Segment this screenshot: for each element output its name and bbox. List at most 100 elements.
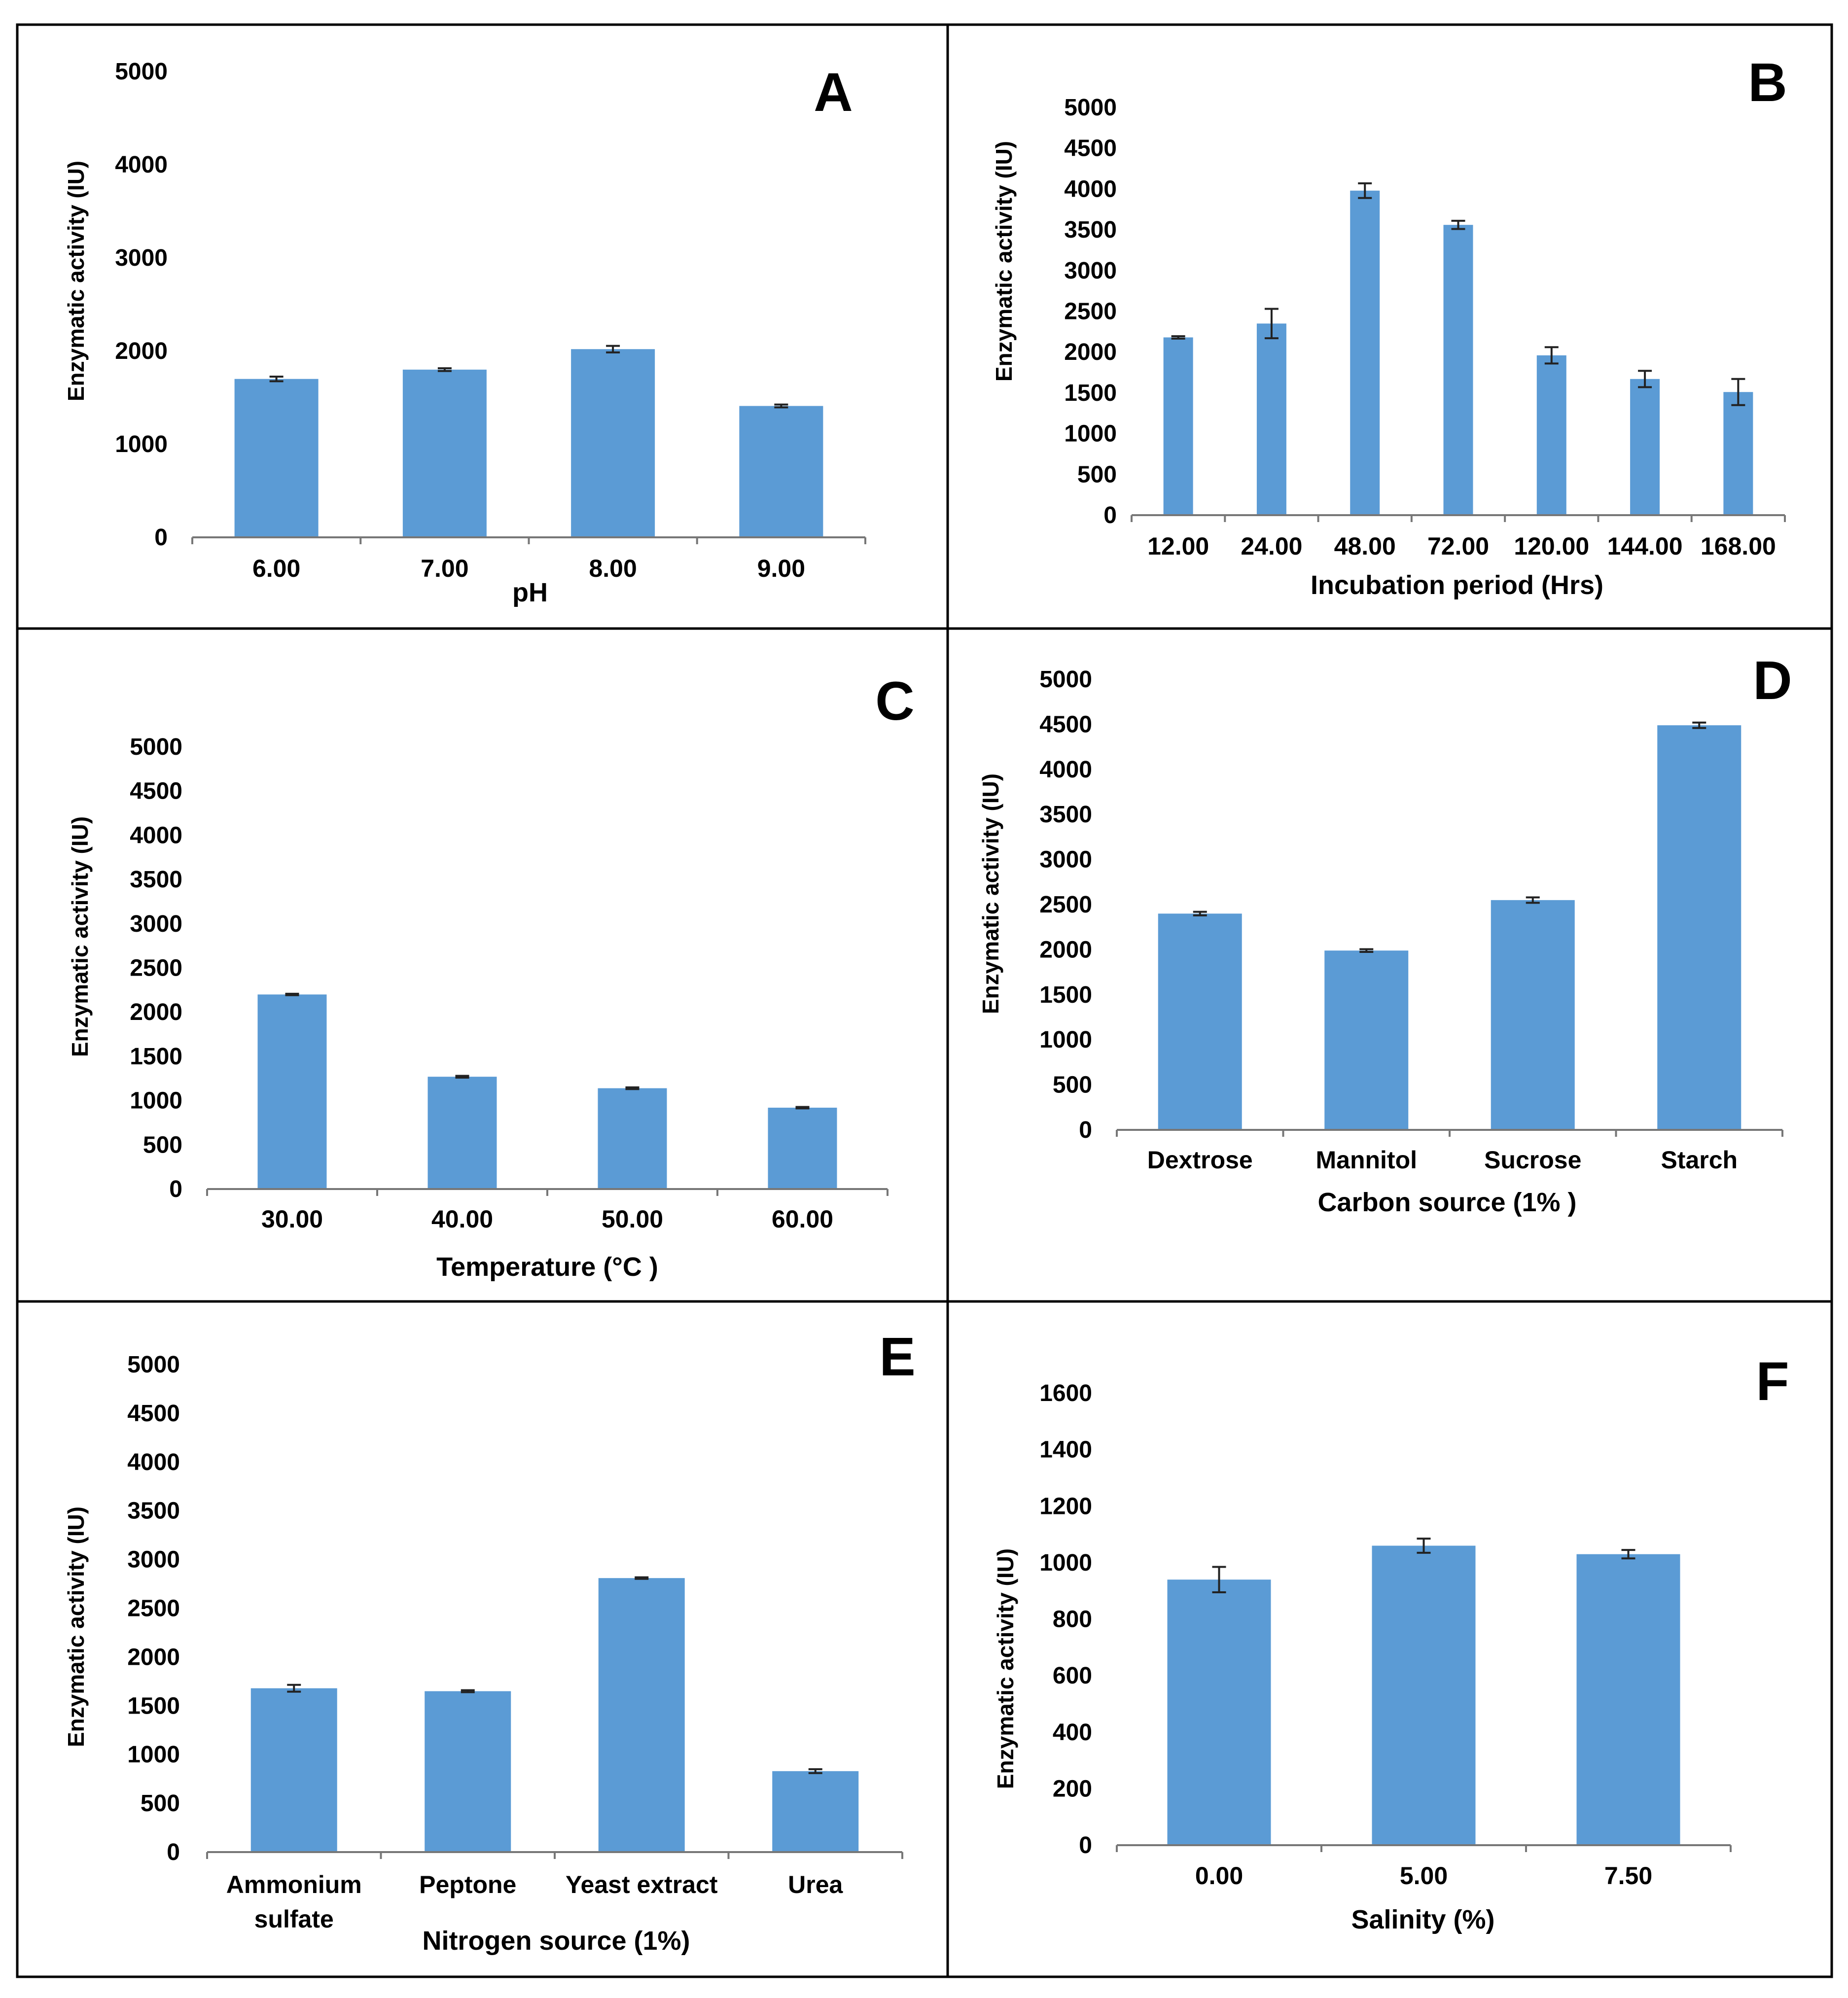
x-axis-title: Incubation period (Hrs) — [1311, 570, 1603, 600]
y-tick-label: 2500 — [127, 1596, 180, 1622]
y-axis-title: Enzymatic activity (IU) — [63, 161, 89, 401]
y-axis-title: Enzymatic activity (IU) — [978, 773, 1003, 1014]
bar — [739, 406, 823, 537]
x-tick-label: 30.00 — [261, 1205, 323, 1233]
y-tick-label: 400 — [1053, 1719, 1092, 1746]
x-axis-title: pH — [512, 578, 548, 607]
y-tick-label: 3000 — [127, 1547, 180, 1573]
y-tick-label: 500 — [1077, 461, 1117, 488]
y-tick-label: 4500 — [1039, 711, 1092, 737]
x-tick-label: 8.00 — [589, 555, 637, 582]
x-axis-title: Salinity (%) — [1351, 1905, 1494, 1934]
x-tick-label: 12.00 — [1147, 532, 1209, 560]
panel-letter: C — [875, 671, 914, 732]
y-tick-label: 1000 — [1064, 421, 1117, 447]
bar — [1163, 337, 1193, 515]
bar — [768, 1107, 837, 1189]
y-axis-title: Enzymatic activity (IU) — [63, 1507, 89, 1747]
panel-letter: D — [1753, 650, 1792, 711]
y-tick-label: 800 — [1053, 1607, 1092, 1633]
y-tick-label: 4500 — [130, 778, 182, 805]
bar — [1723, 392, 1753, 515]
bar — [1158, 913, 1242, 1130]
y-axis-title: Enzymatic activity (IU) — [67, 816, 93, 1057]
x-tick-label: Sucrose — [1484, 1146, 1581, 1174]
x-tick-label: 40.00 — [431, 1205, 493, 1233]
x-tick-label: Mannitol — [1315, 1146, 1417, 1174]
panel-letter: F — [1756, 1351, 1789, 1412]
x-tick-label: 168.00 — [1701, 532, 1776, 560]
chart-b: 0 500 1000 1500 2000 2500 3000 3500 4000 4500 5000… — [991, 52, 1787, 600]
y-tick-label: 2500 — [130, 955, 182, 981]
x-tick-label: Ammonium sulfate — [226, 1871, 362, 1933]
bar — [1657, 725, 1741, 1130]
y-tick-label: 3000 — [1064, 258, 1117, 284]
y-tick-label: 3000 — [130, 911, 182, 937]
figure-frame — [16, 23, 1833, 1978]
x-tick-label: 7.00 — [421, 555, 468, 582]
y-tick-label: 1600 — [1039, 1380, 1092, 1406]
y-tick-label: 5000 — [115, 59, 168, 85]
x-tick-label: Urea — [788, 1871, 843, 1898]
bar — [598, 1088, 667, 1189]
chart-e: 0 500 1000 1500 2000 2500 3000 3500 4000 4500 5000… — [63, 1327, 916, 1956]
y-tick-label: 2500 — [1039, 892, 1092, 918]
x-tick-label: 5.00 — [1400, 1862, 1448, 1890]
y-tick-label: 1200 — [1039, 1493, 1092, 1519]
y-tick-label: 3500 — [1039, 802, 1092, 828]
bar — [402, 369, 487, 537]
y-tick-label: 5000 — [127, 1352, 180, 1378]
bar — [571, 349, 655, 537]
panel-letter: B — [1748, 52, 1787, 113]
bar — [1576, 1554, 1680, 1845]
x-tick-label: 144.00 — [1607, 532, 1683, 560]
y-tick-label: 3000 — [115, 245, 168, 271]
y-tick-label: 600 — [1053, 1663, 1092, 1689]
y-tick-label: 2000 — [1039, 937, 1092, 963]
x-tick-label: 48.00 — [1334, 532, 1396, 560]
x-axis-title: Temperature (°C ) — [436, 1252, 658, 1282]
x-axis-title: Nitrogen source (1%) — [422, 1926, 690, 1956]
y-tick-label: 1000 — [1039, 1027, 1092, 1053]
x-tick-label: 120.00 — [1514, 532, 1589, 560]
bar — [234, 379, 319, 537]
y-axis-title: Enzymatic activity (IU) — [991, 141, 1017, 382]
bar — [257, 994, 327, 1189]
y-tick-label: 5000 — [1039, 666, 1092, 693]
y-tick-label: 0 — [1103, 502, 1117, 528]
panel-letter: A — [814, 62, 853, 123]
bar — [1491, 900, 1575, 1130]
y-tick-label: 2000 — [1064, 339, 1117, 365]
y-tick-label: 500 — [141, 1790, 180, 1817]
bar — [250, 1688, 337, 1852]
y-tick-label: 500 — [1053, 1072, 1092, 1098]
chart-c: 0 500 1000 1500 2000 2500 3000 3500 4000 4500 5000… — [67, 671, 915, 1282]
y-tick-label: 2000 — [130, 999, 182, 1025]
bar — [1372, 1545, 1476, 1845]
x-tick-label: Yeast extract — [566, 1871, 718, 1898]
x-tick-label: 60.00 — [772, 1205, 833, 1233]
y-tick-label: 0 — [167, 1839, 180, 1865]
panel-borders — [16, 23, 1833, 1978]
chart-f: 0 200 400 600 800 1000 1200 1400 1600 0.00 5.00 7.5… — [993, 1351, 1789, 1934]
y-tick-label: 3500 — [130, 867, 182, 893]
y-tick-label: 3500 — [1064, 217, 1117, 243]
y-tick-label: 1500 — [1039, 982, 1092, 1008]
y-tick-label: 4000 — [1039, 757, 1092, 783]
y-tick-label: 1000 — [1039, 1550, 1092, 1576]
x-tick-label: 72.00 — [1427, 532, 1489, 560]
bar — [1443, 225, 1473, 515]
y-tick-label: 1000 — [115, 431, 168, 457]
y-tick-label: 0 — [1079, 1832, 1092, 1858]
y-tick-label: 4500 — [127, 1401, 180, 1427]
y-axis-title: Enzymatic activity (IU) — [993, 1548, 1018, 1789]
y-tick-label: 2000 — [127, 1644, 180, 1670]
y-tick-label: 1500 — [1064, 380, 1117, 406]
y-tick-label: 5000 — [1064, 95, 1117, 121]
y-tick-label: 3500 — [127, 1498, 180, 1524]
bar — [772, 1771, 859, 1852]
panel-letter: E — [879, 1327, 915, 1387]
x-tick-label: 0.00 — [1195, 1862, 1243, 1890]
y-tick-label: 4000 — [115, 152, 168, 178]
